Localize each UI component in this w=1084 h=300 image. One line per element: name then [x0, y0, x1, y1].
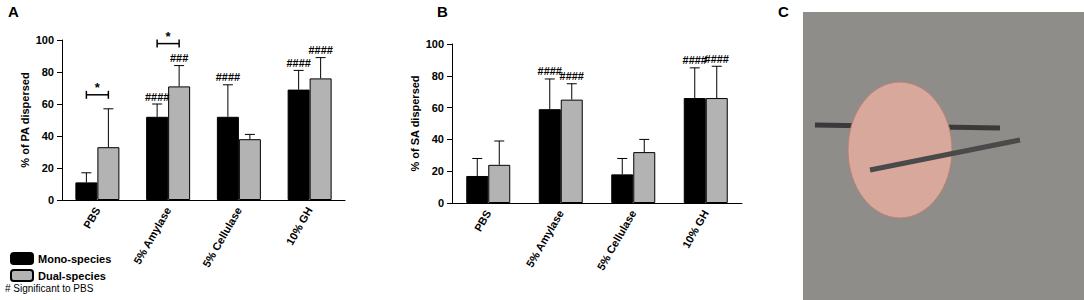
svg-text:A: A: [8, 3, 19, 20]
svg-text:5% Cellulase: 5% Cellulase: [200, 205, 244, 269]
svg-text:100: 100: [426, 38, 444, 50]
svg-text:5% Amylase: 5% Amylase: [131, 205, 173, 266]
svg-text:####: ####: [683, 54, 707, 66]
svg-text:####: ####: [308, 44, 332, 56]
svg-text:40: 40: [432, 133, 444, 145]
svg-text:####: ####: [286, 57, 310, 69]
svg-text:Dual-species: Dual-species: [38, 270, 106, 282]
svg-text:# Significant to PBS: # Significant to PBS: [5, 283, 94, 294]
svg-text:B: B: [437, 3, 448, 20]
svg-text:C: C: [778, 3, 789, 20]
svg-text:####: ####: [538, 65, 562, 77]
svg-text:5% Amylase: 5% Amylase: [524, 208, 566, 269]
svg-text:PBS: PBS: [81, 205, 103, 231]
svg-text:5% Cellulase: 5% Cellulase: [594, 208, 638, 272]
svg-text:% of PA dispersed: % of PA dispersed: [19, 72, 31, 167]
svg-text:####: ####: [560, 70, 584, 82]
svg-text:####: ####: [145, 91, 169, 103]
svg-text:0: 0: [438, 197, 444, 209]
svg-text:*: *: [95, 80, 101, 95]
svg-text:###: ###: [170, 52, 188, 64]
svg-text:60: 60: [42, 98, 54, 110]
svg-text:20: 20: [432, 165, 444, 177]
svg-text:% of SA dispersed: % of SA dispersed: [409, 75, 421, 171]
svg-text:####: ####: [705, 53, 729, 65]
svg-text:####: ####: [216, 71, 240, 83]
svg-text:0: 0: [48, 194, 54, 206]
svg-text:PBS: PBS: [472, 208, 494, 234]
svg-text:60: 60: [432, 102, 444, 114]
svg-text:10% GH: 10% GH: [284, 205, 315, 247]
svg-text:80: 80: [42, 66, 54, 78]
svg-text:40: 40: [42, 130, 54, 142]
svg-text:10% GH: 10% GH: [680, 208, 711, 250]
svg-text:80: 80: [432, 70, 444, 82]
svg-text:Mono-species: Mono-species: [38, 253, 111, 265]
svg-text:*: *: [166, 29, 172, 44]
svg-text:20: 20: [42, 162, 54, 174]
svg-text:100: 100: [36, 34, 54, 46]
